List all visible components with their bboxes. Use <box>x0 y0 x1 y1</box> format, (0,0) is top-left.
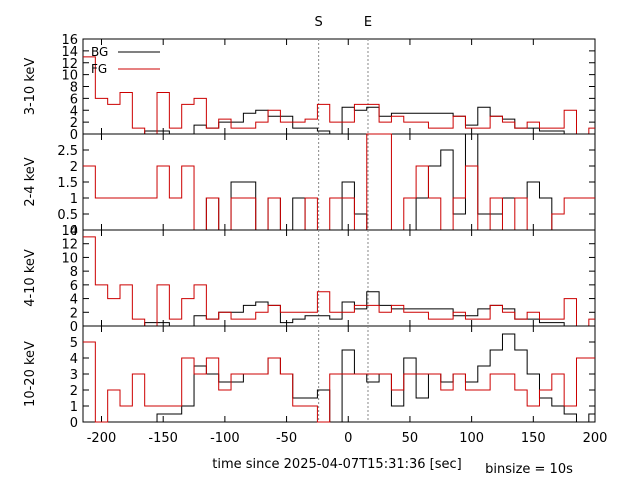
xtick-label: -100 <box>210 431 240 446</box>
xtick-label: -50 <box>276 431 297 446</box>
series-fg-panel-3 <box>83 341 595 423</box>
ytick-label-0: 8 <box>70 81 78 96</box>
series-bg-panel-2 <box>83 291 595 327</box>
series-fg-panel-1 <box>83 133 595 231</box>
binsize-note: binsize = 10s <box>485 462 573 477</box>
ytick-label-0: 16 <box>61 33 78 48</box>
ytick-label-2: 10 <box>61 251 78 266</box>
series-bg-panel-1 <box>83 133 595 231</box>
panel-frame-2 <box>82 229 596 327</box>
xtick-label: 0 <box>344 431 352 446</box>
xtick-label: -150 <box>148 431 178 446</box>
ytick-label-3: 4 <box>70 352 78 367</box>
ylabel-0: 3-10 keV <box>23 58 38 116</box>
series-bg-panel-0 <box>83 106 595 135</box>
legend-label-bg: BG <box>91 45 108 59</box>
ytick-label-3: 5 <box>70 336 78 351</box>
xtick-label: 100 <box>459 431 484 446</box>
ytick-label-0: 12 <box>61 57 78 72</box>
ytick-label-2: 14 <box>61 224 78 239</box>
ytick-label-0: 6 <box>70 92 78 107</box>
xtick-label: -200 <box>87 431 117 446</box>
ytick-label-2: 4 <box>70 293 78 308</box>
ytick-label-1: 1.5 <box>57 176 78 191</box>
xtick-label: 200 <box>583 431 608 446</box>
ytick-label-1: 2 <box>70 160 78 175</box>
xtick-label: 150 <box>521 431 546 446</box>
ytick-label-2: 8 <box>70 265 78 280</box>
series-fg-panel-2 <box>83 236 595 327</box>
marker-label-s: S <box>315 15 323 30</box>
ytick-label-2: 6 <box>70 279 78 294</box>
ytick-label-3: 2 <box>70 384 78 399</box>
xtick-label: 50 <box>402 431 419 446</box>
ytick-label-2: 2 <box>70 306 78 321</box>
ytick-label-0: 2 <box>70 116 78 131</box>
ytick-label-0: 0 <box>70 128 78 143</box>
panel-frame-0 <box>82 38 596 135</box>
ylabel-2: 4-10 keV <box>23 249 38 307</box>
ytick-label-2: 12 <box>61 238 78 253</box>
ytick-label-3: 3 <box>70 368 78 383</box>
ytick-label-1: 1 <box>70 192 78 207</box>
ytick-label-1: 0.5 <box>57 208 78 223</box>
ytick-label-0: 4 <box>70 104 78 119</box>
ylabel-1: 2-4 keV <box>23 157 38 206</box>
ytick-label-3: 1 <box>70 400 78 415</box>
legend-label-fg: FG <box>91 62 107 76</box>
panel-frame-1 <box>82 133 596 231</box>
series-bg-panel-3 <box>83 333 595 423</box>
xlabel: time since 2025-04-07T15:31:36 [sec] <box>212 457 461 472</box>
ytick-label-0: 14 <box>61 45 78 60</box>
ytick-label-3: 0 <box>70 416 78 431</box>
series-fg-panel-0 <box>83 56 595 135</box>
ytick-label-1: 0 <box>70 224 78 239</box>
ytick-label-0: 10 <box>61 69 78 84</box>
ytick-label-2: 0 <box>70 320 78 335</box>
ytick-label-1: 2.5 <box>57 144 78 159</box>
marker-label-e: E <box>364 15 372 30</box>
ylabel-3: 10-20 keV <box>23 341 38 407</box>
